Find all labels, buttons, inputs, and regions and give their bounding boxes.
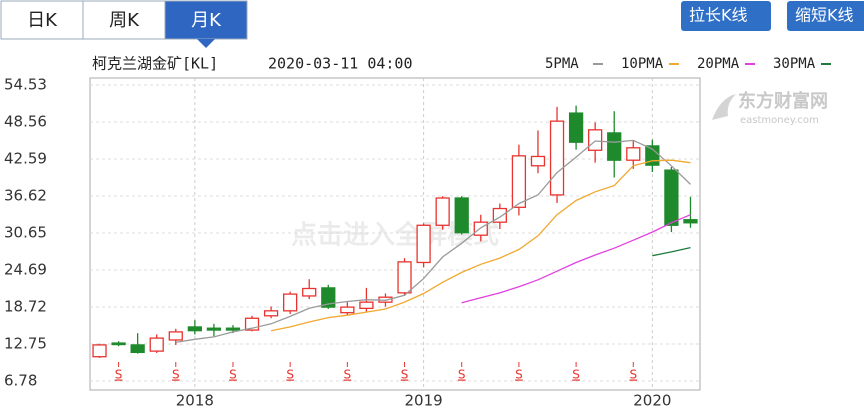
event-marker[interactable]: S	[515, 368, 523, 382]
plot: 6.78 12.75 18.72 24.69 30.65 36.62 42.59 48.56 5…	[4, 76, 700, 410]
candle-body	[321, 287, 336, 308]
candle-body	[549, 120, 565, 196]
tab-pointer	[197, 39, 215, 48]
x-tick-label: 2018	[176, 392, 214, 410]
candle-body	[340, 306, 355, 314]
y-tick-label: 30.65	[4, 224, 47, 242]
legend-label: 5PMA	[545, 56, 579, 72]
logo: 东方财富网	[738, 90, 828, 112]
stock-name: 柯克兰湖金矿[KL]	[92, 55, 218, 73]
y-tick-label: 48.56	[4, 113, 47, 131]
event-marker[interactable]: S	[286, 368, 294, 382]
tab-label[interactable]: 日K	[27, 10, 58, 31]
legend: 5PMA 10PMA 20PMA 30PMA	[545, 56, 831, 72]
ma-line	[175, 139, 691, 344]
candle-body	[397, 261, 412, 294]
event-marker[interactable]: S	[401, 368, 409, 382]
button[interactable]	[681, 1, 771, 31]
candle-body	[607, 132, 622, 161]
candle-body	[206, 327, 222, 331]
legend-label: 20PMA	[697, 56, 740, 72]
event-marker[interactable]: S	[458, 368, 466, 382]
candle-body	[302, 287, 317, 297]
y-tick-label: 24.69	[4, 260, 47, 278]
tab-label[interactable]: 月K	[191, 10, 222, 31]
button-label[interactable]: 拉长K线	[689, 6, 748, 25]
candle-body	[435, 197, 450, 226]
event-marker[interactable]: S	[115, 368, 123, 382]
candle-body	[111, 342, 126, 346]
candle-body	[130, 344, 145, 354]
candle-body	[416, 224, 431, 264]
tab[interactable]	[164, 0, 248, 40]
logo-sub: eastmoney.com	[740, 115, 819, 126]
candle-body	[568, 112, 584, 143]
ma-line	[270, 159, 691, 332]
zoom-buttons: 拉长K线 缩短K线	[681, 1, 864, 31]
candle-body	[530, 155, 546, 167]
x-tick-label: 2020	[633, 392, 671, 410]
button-label[interactable]: 缩短K线	[795, 6, 854, 25]
candle-body	[473, 221, 488, 236]
legend-label: 10PMA	[621, 56, 664, 72]
event-marker[interactable]: S	[172, 368, 180, 382]
tab-label[interactable]: 周K	[109, 10, 140, 31]
y-tick-label: 36.62	[4, 187, 47, 205]
candle-body	[454, 197, 469, 234]
ma-line	[652, 246, 691, 257]
y-tick-label: 42.59	[4, 150, 47, 168]
y-tick-label: 18.72	[4, 297, 47, 315]
candle-body	[664, 169, 679, 226]
candle-body	[225, 327, 241, 331]
candle-body	[626, 147, 641, 161]
timestamp: 2020-03-11 04:00	[268, 55, 413, 73]
ma-line	[461, 214, 691, 304]
event-marker[interactable]: S	[229, 368, 237, 382]
period-tabs: 日K 周K 月K	[0, 0, 248, 48]
candle-body	[359, 301, 374, 309]
logo-icon	[712, 94, 736, 120]
candle-body	[511, 155, 527, 208]
legend-label: 30PMA	[773, 56, 816, 72]
y-tick-label: 6.78	[4, 372, 37, 390]
plot-frame	[89, 77, 701, 391]
event-marker[interactable]: S	[344, 368, 352, 382]
y-tick-label: 12.75	[4, 334, 47, 352]
x-tick-label: 2019	[405, 392, 443, 410]
candle-body	[683, 219, 698, 224]
event-marker[interactable]: S	[629, 368, 637, 382]
candle-body	[168, 331, 183, 341]
candle-body	[588, 129, 603, 151]
candle-body	[263, 310, 279, 317]
candle-body	[149, 337, 164, 352]
candle-body	[244, 317, 260, 331]
candle-body	[283, 293, 298, 312]
candle-body	[92, 344, 107, 358]
button[interactable]	[787, 1, 864, 31]
y-tick-label: 54.53	[4, 76, 47, 94]
event-marker[interactable]: S	[572, 368, 580, 382]
tab[interactable]	[0, 0, 84, 40]
candle-body	[187, 326, 202, 332]
